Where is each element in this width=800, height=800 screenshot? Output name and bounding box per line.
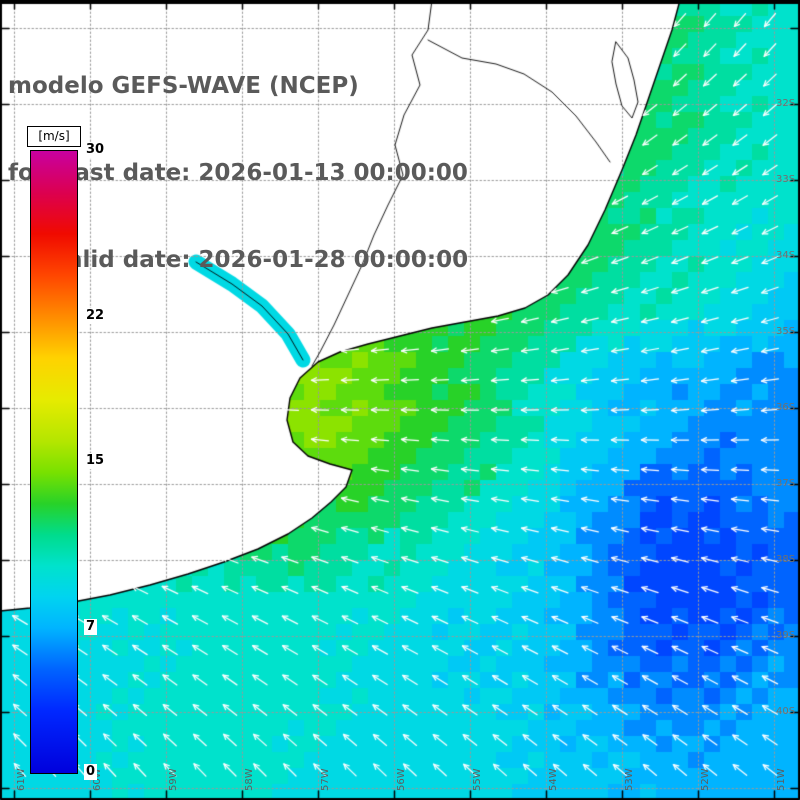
colorbar-gradient bbox=[30, 150, 78, 774]
longitude-label: 55W bbox=[472, 768, 483, 791]
longitude-label: 59W bbox=[168, 768, 179, 791]
latitude-label: 32S bbox=[776, 98, 796, 109]
latitude-label: 35S bbox=[776, 326, 796, 337]
latitude-label: 38S bbox=[776, 554, 796, 565]
longitude-label: 52W bbox=[700, 768, 711, 791]
latitude-label: 33S bbox=[776, 174, 796, 185]
longitude-label: 61W bbox=[16, 768, 27, 791]
colorbar-tick-label: 15 bbox=[84, 453, 107, 469]
colorbar-tick-label: 0 bbox=[84, 764, 98, 780]
colorbar-unit-label: [m/s] bbox=[27, 126, 81, 147]
colorbar-tick-label: 7 bbox=[84, 619, 98, 635]
longitude-label: 57W bbox=[320, 768, 331, 791]
latitude-label: 40S bbox=[776, 706, 796, 717]
longitude-label: 56W bbox=[396, 768, 407, 791]
longitude-label: 53W bbox=[624, 768, 635, 791]
longitude-label: 58W bbox=[244, 768, 255, 791]
latitude-label: 34S bbox=[776, 250, 796, 261]
longitude-label: 51W bbox=[776, 768, 787, 791]
colorbar-tick-label: 30 bbox=[84, 142, 107, 158]
model-title: modelo GEFS-WAVE (NCEP) bbox=[8, 73, 359, 99]
latitude-label: 39S bbox=[776, 630, 796, 641]
longitude-label: 54W bbox=[548, 768, 559, 791]
latitude-label: 37S bbox=[776, 478, 796, 489]
colorbar-tick-label: 22 bbox=[84, 308, 107, 324]
latitude-label: 36S bbox=[776, 402, 796, 413]
